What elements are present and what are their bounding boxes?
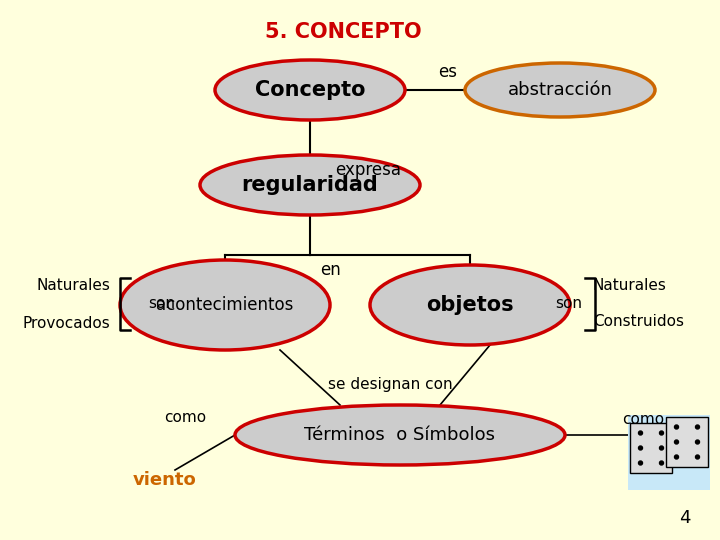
Text: se designan con: se designan con [328,377,452,393]
Text: 4: 4 [679,509,690,527]
Text: expresa: expresa [335,161,401,179]
Text: Provocados: Provocados [22,315,109,330]
Circle shape [696,425,700,429]
Circle shape [675,455,678,459]
Circle shape [675,440,678,444]
Text: Construidos: Construidos [593,314,684,329]
Circle shape [696,440,700,444]
Text: en: en [320,261,341,279]
Bar [628,415,710,490]
Text: acontecimientos: acontecimientos [156,296,294,314]
Circle shape [696,455,700,459]
Circle shape [660,446,664,450]
Ellipse shape [370,265,570,345]
Ellipse shape [215,60,405,120]
Ellipse shape [200,155,420,215]
Text: 5. CONCEPTO: 5. CONCEPTO [265,22,422,42]
Text: son: son [148,295,175,310]
Circle shape [639,431,642,435]
Text: Concepto: Concepto [255,80,365,100]
Ellipse shape [120,260,330,350]
Circle shape [639,461,642,465]
Text: como: como [164,410,206,426]
Text: Naturales: Naturales [593,278,667,293]
Circle shape [660,461,664,465]
Text: abstracción: abstracción [508,81,613,99]
Bar [666,417,708,467]
Text: viento: viento [133,471,197,489]
Text: objetos: objetos [426,295,514,315]
Text: son: son [555,295,582,310]
Text: regularidad: regularidad [242,175,379,195]
Text: como: como [622,413,664,428]
Text: Términos  o Símbolos: Términos o Símbolos [305,426,495,444]
Text: Naturales: Naturales [37,278,111,293]
Bar [630,423,672,473]
Circle shape [639,446,642,450]
Text: es: es [438,63,457,81]
Ellipse shape [465,63,655,117]
Circle shape [675,425,678,429]
Circle shape [660,431,664,435]
Ellipse shape [235,405,565,465]
